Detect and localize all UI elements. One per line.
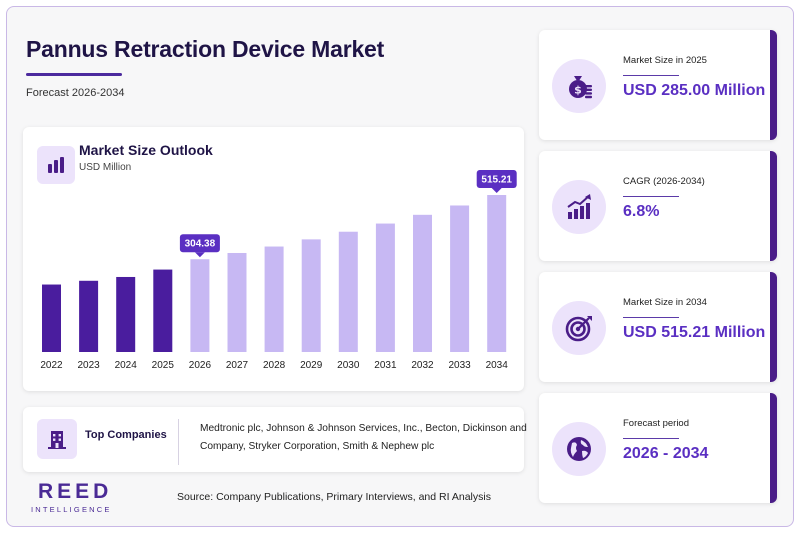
chart-unit: USD Million <box>79 162 132 173</box>
bar-2033 <box>450 205 470 352</box>
top-companies-label: Top Companies <box>85 429 167 441</box>
globe-icon <box>552 422 606 476</box>
x-tick-label: 2032 <box>411 360 434 371</box>
stat-label: CAGR (2026-2034) <box>623 176 705 187</box>
stat-divider <box>623 75 679 76</box>
bar-2029 <box>301 239 321 352</box>
stat-card-cagr: CAGR (2026-2034) 6.8% <box>539 151 777 261</box>
bar-2025 <box>153 269 173 352</box>
growth-chart-icon <box>552 180 606 234</box>
x-tick-label: 2022 <box>40 360 63 371</box>
x-tick-label: 2025 <box>152 360 175 371</box>
target-icon <box>552 301 606 355</box>
stat-label: Market Size in 2034 <box>623 297 707 308</box>
stat-label: Market Size in 2025 <box>623 55 707 66</box>
bar-2023 <box>79 280 99 352</box>
chart-title: Market Size Outlook <box>79 142 213 158</box>
x-tick-label: 2028 <box>263 360 286 371</box>
bar-2028 <box>264 246 284 352</box>
value-callout-2034: 515.21 <box>476 170 517 193</box>
page-title: Pannus Retraction Device Market <box>26 36 385 62</box>
top-companies-list: Medtronic plc, Johnson & Johnson Service… <box>200 423 527 452</box>
x-tick-label: 2029 <box>300 360 323 371</box>
value-label: 304.38 <box>185 239 216 250</box>
x-tick-label: 2030 <box>337 360 360 371</box>
stat-value: 6.8% <box>623 203 660 220</box>
companies-divider <box>178 419 179 465</box>
x-tick-label: 2024 <box>115 360 138 371</box>
bar-2024 <box>116 276 136 352</box>
bar-2030 <box>338 231 358 352</box>
bar-2032 <box>413 214 432 352</box>
logo-tagline: INTELLIGENCE <box>31 505 112 514</box>
value-label: 515.21 <box>481 175 512 186</box>
x-tick-label: 2034 <box>486 360 509 371</box>
stat-value: USD 515.21 Million <box>623 324 766 341</box>
bar-2034 <box>487 195 507 352</box>
stat-divider <box>623 196 679 197</box>
stat-label: Forecast period <box>623 418 690 429</box>
stat-divider <box>623 317 679 318</box>
x-tick-label: 2026 <box>189 360 212 371</box>
bar-2022 <box>42 284 61 352</box>
market-size-bar-chart: 2022 2023 2024 2025 2026 2027 2028 2029 2030 2031… <box>40 170 517 371</box>
x-tick-label: 2033 <box>448 360 471 371</box>
svg-text:$: $ <box>574 84 582 97</box>
logo-wordmark: REED <box>38 480 113 503</box>
x-tick-label: 2031 <box>374 360 397 371</box>
bar-2031 <box>375 223 395 352</box>
bar-2027 <box>227 252 247 352</box>
source-note: Source: Company Publications, Primary In… <box>177 491 491 503</box>
top-companies-card <box>23 407 524 472</box>
x-tick-label: 2027 <box>226 360 249 371</box>
stat-card-market-2034: Market Size in 2034 USD 515.21 Million <box>539 272 777 382</box>
money-bag-icon: $ <box>552 59 606 113</box>
title-underline <box>26 73 122 76</box>
stat-card-forecast-period: Forecast period 2026 - 2034 <box>539 393 777 503</box>
page-subtitle: Forecast 2026-2034 <box>26 87 125 99</box>
bar-2026 <box>190 259 210 352</box>
x-tick-label: 2023 <box>77 360 100 371</box>
stat-divider <box>623 438 679 439</box>
stat-value: USD 285.00 Million <box>623 82 766 99</box>
bar-chart-icon <box>37 146 75 184</box>
stat-card-market-2025: $ Market Size in 2025 USD 285.00 Million <box>539 30 777 140</box>
building-icon <box>37 419 77 459</box>
value-callout-2026: 304.38 <box>179 234 220 258</box>
stat-value: 2026 - 2034 <box>623 445 709 462</box>
